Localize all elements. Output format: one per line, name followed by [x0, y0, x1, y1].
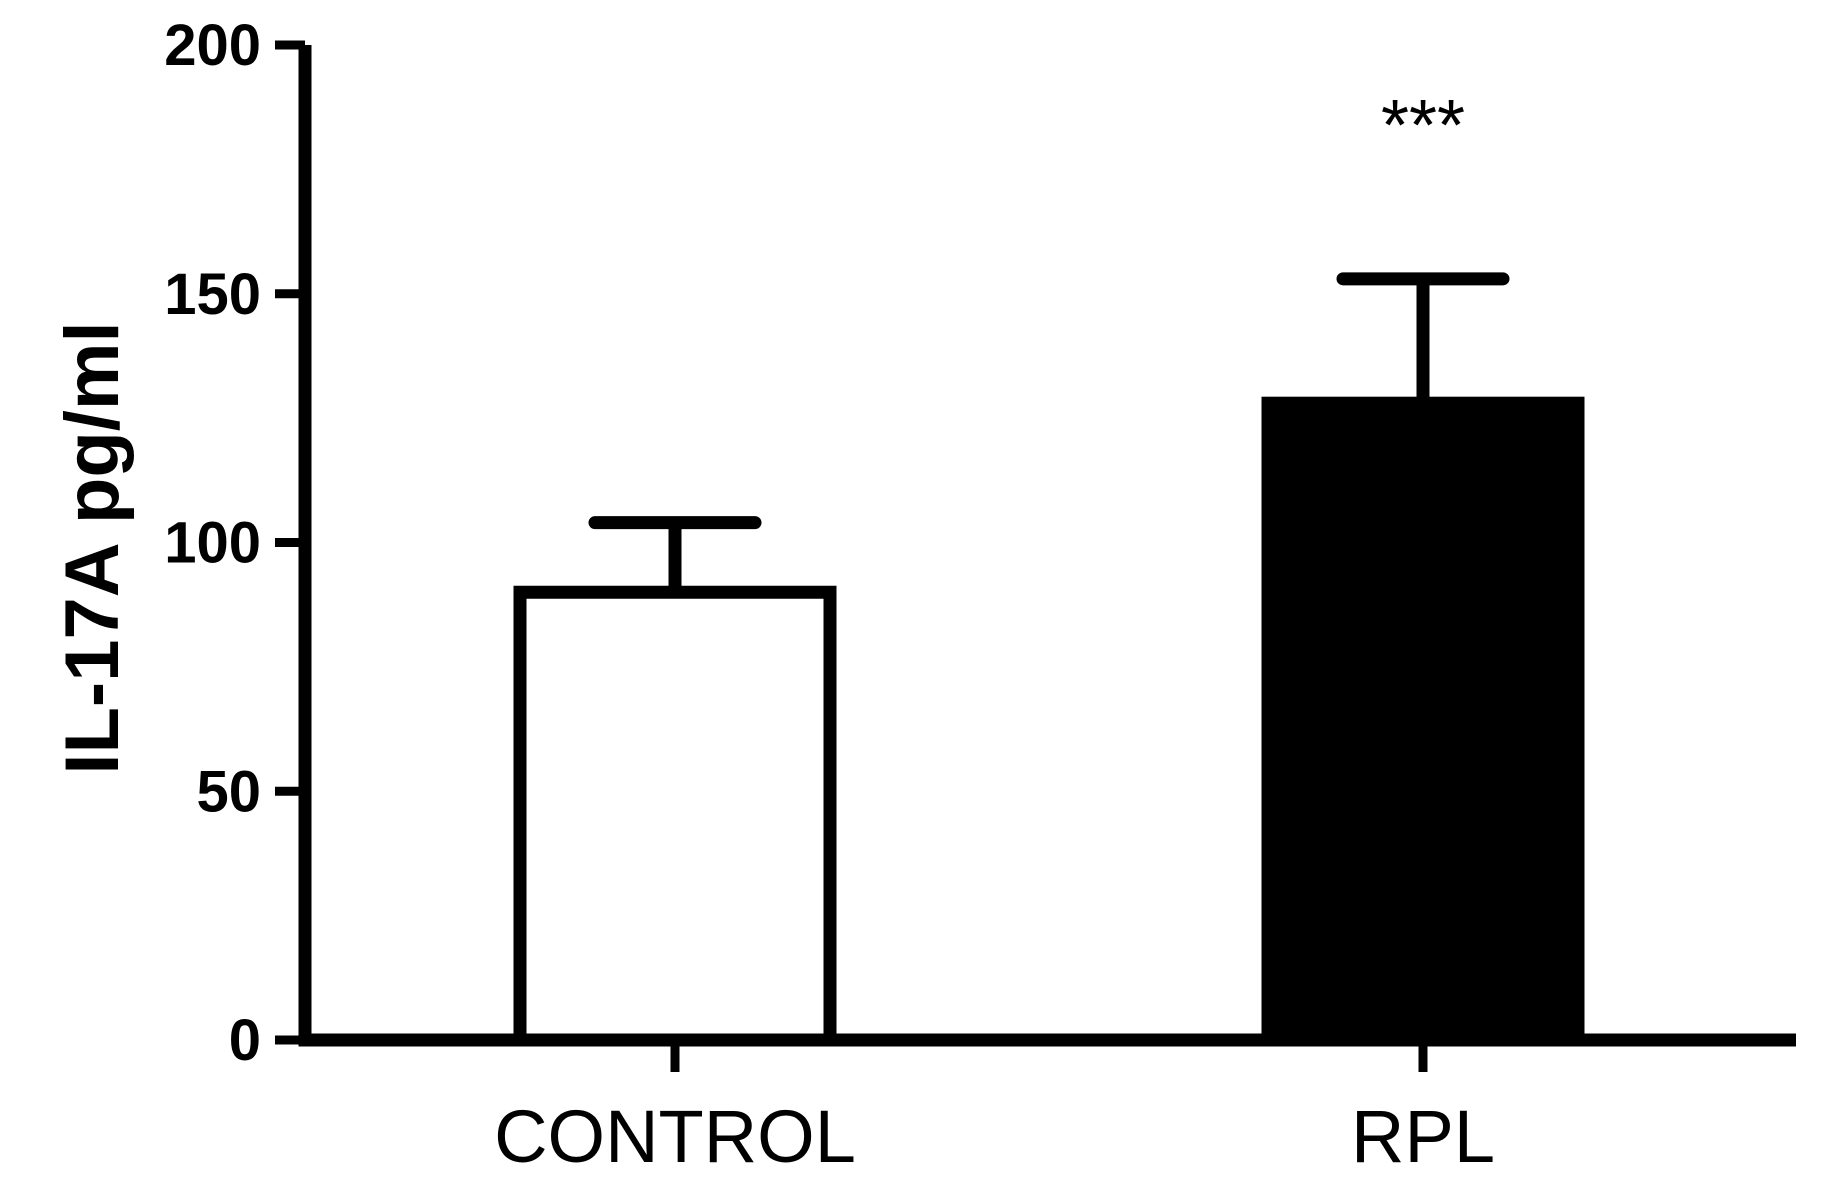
- y-tick-label: 100: [164, 511, 261, 576]
- significance-annotation: ***: [1381, 86, 1465, 166]
- y-axis: 0 50 100 150 200: [164, 13, 312, 1073]
- y-tick-label: 50: [196, 759, 261, 824]
- y-tick-label: 150: [164, 262, 261, 327]
- bar-control: [513, 585, 837, 1047]
- y-tick-label: 0: [229, 1008, 261, 1073]
- y-tick-label: 200: [164, 13, 261, 78]
- x-tick-label: RPL: [1351, 1095, 1495, 1178]
- y-axis-title: IL-17A pg/ml: [50, 321, 135, 774]
- bars: ***: [513, 86, 1585, 1047]
- x-axis: CONTROL RPL: [298, 1033, 1796, 1178]
- bar-rpl: [1261, 396, 1585, 1047]
- x-tick-label: CONTROL: [494, 1095, 856, 1178]
